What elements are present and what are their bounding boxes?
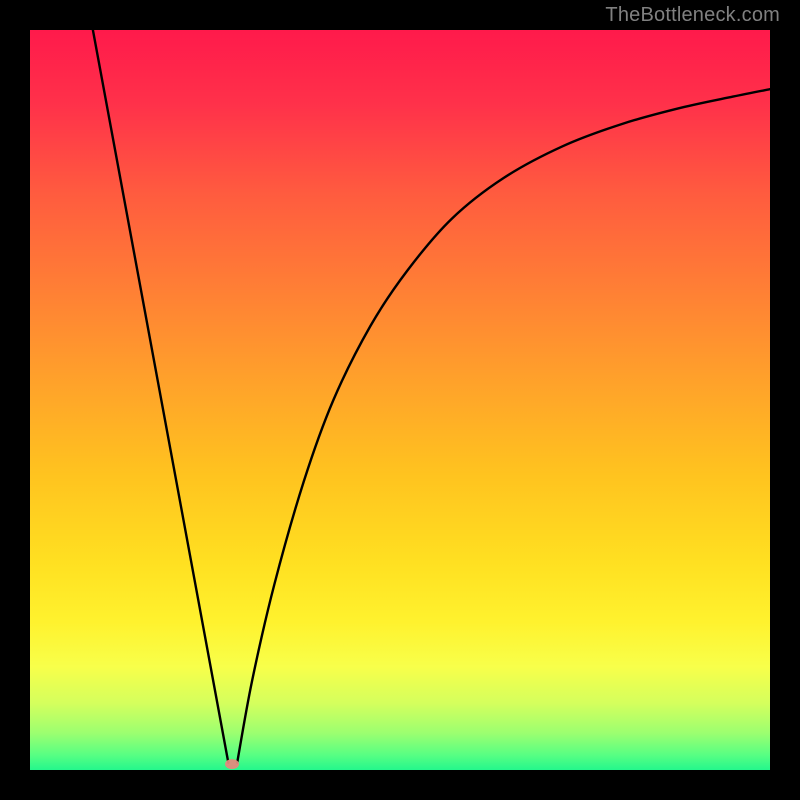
gradient-background — [30, 30, 770, 770]
chart-svg — [30, 30, 770, 770]
watermark-text: TheBottleneck.com — [605, 4, 780, 27]
min-marker — [225, 759, 239, 769]
plot-area — [30, 30, 770, 770]
